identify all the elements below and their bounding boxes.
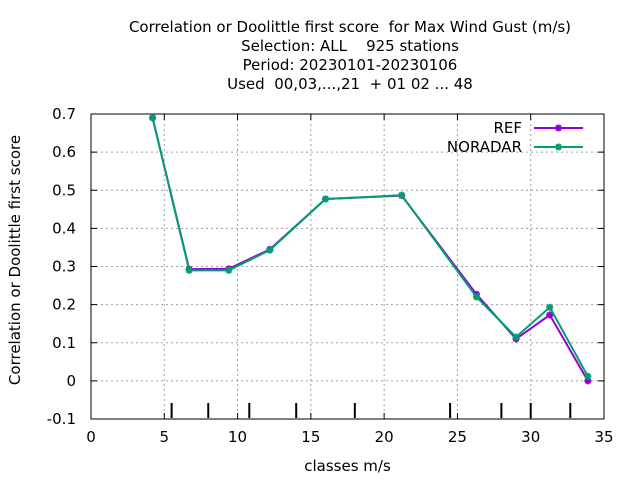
data-point-noradar <box>185 266 193 274</box>
y-tick-label: 0.4 <box>52 219 76 237</box>
data-point-noradar <box>512 333 520 341</box>
point-mark <box>149 114 156 122</box>
x-tick-label: 20 <box>375 428 394 446</box>
data-point-noradar <box>149 114 157 122</box>
data-point-noradar <box>546 303 554 311</box>
y-tick-label: 0.7 <box>52 105 76 123</box>
series-line-ref <box>151 117 589 382</box>
y-tick-label: 0.5 <box>52 181 76 199</box>
y-tick-label: 0.2 <box>52 296 76 314</box>
x-tick-label: 5 <box>160 428 170 446</box>
legend-label-noradar: NORADAR <box>447 138 522 156</box>
x-tick-label: 0 <box>86 428 96 446</box>
series-layer <box>149 114 592 385</box>
legend-marker <box>555 124 562 132</box>
point-mark <box>546 304 553 311</box>
point-mark <box>266 246 274 254</box>
point-mark <box>225 267 232 274</box>
data-point-noradar <box>266 246 274 254</box>
y-tick-label: 0.6 <box>52 143 76 161</box>
point-mark <box>512 333 520 341</box>
point-mark <box>546 311 553 319</box>
x-tick-label: 15 <box>301 428 320 446</box>
data-point-noradar <box>225 266 233 274</box>
x-tick-label: 35 <box>594 428 613 446</box>
y-tick-label: -0.1 <box>47 410 76 428</box>
data-point-noradar <box>584 372 592 380</box>
chart-title-line-1: Correlation or Doolittle first score for… <box>128 18 572 36</box>
class-boundary-marks <box>170 403 572 418</box>
data-point-noradar <box>472 293 480 301</box>
chart-title-line-4: Used 00,03,...,21 + 01 02 ... 48 <box>227 75 473 93</box>
chart-title-line-3: Period: 20230101-20230106 <box>242 56 458 74</box>
y-tick-label: 0.1 <box>52 334 76 352</box>
point-mark <box>185 267 193 274</box>
x-tick-label: 25 <box>448 428 467 446</box>
x-axis-label: classes m/s <box>304 457 391 475</box>
point-mark <box>398 191 405 199</box>
y-axis-label: Correlation or Doolittle first score <box>6 134 24 386</box>
point-mark <box>322 195 329 203</box>
axis-ticks: 0 5 10 15 20 25 30 35 -0.1 0 0.1 0.2 0.3 0.4 0.5 0.6 0.7 <box>47 105 614 446</box>
point-mark <box>584 373 592 380</box>
grid <box>91 114 604 419</box>
legend-label-ref: REF <box>493 119 522 137</box>
data-point-noradar <box>322 195 330 203</box>
y-tick-label: 0 <box>66 372 76 390</box>
x-tick-label: 10 <box>228 428 247 446</box>
point-mark <box>473 293 480 301</box>
x-tick-label: 30 <box>521 428 540 446</box>
series-line-noradar <box>151 117 589 377</box>
legend-marker <box>555 143 562 151</box>
data-point-noradar <box>398 191 406 199</box>
chart-title-line-2: Selection: ALL 925 stations <box>241 37 459 55</box>
data-point-ref <box>546 311 554 319</box>
y-tick-label: 0.3 <box>52 258 76 276</box>
